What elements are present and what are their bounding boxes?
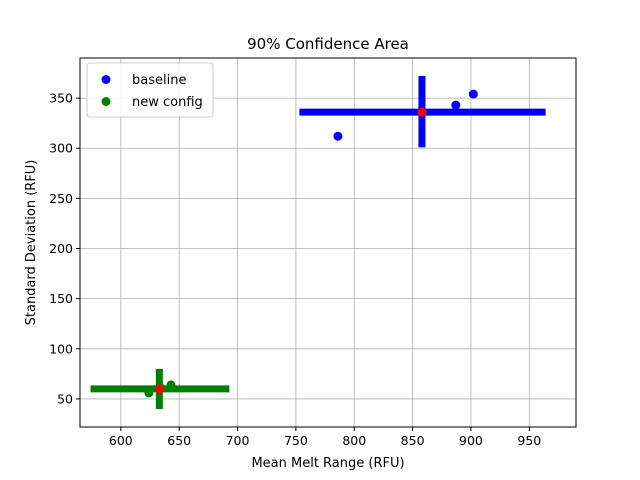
grid — [80, 58, 576, 427]
x-tick-label: 600 — [109, 433, 133, 448]
mean-markers — [154, 107, 427, 394]
y-tick-label: 150 — [49, 291, 73, 306]
baseline-point — [451, 100, 461, 110]
chart-title: 90% Confidence Area — [247, 35, 409, 53]
new-config-mean-marker — [154, 384, 164, 394]
legend: baseline new config — [86, 62, 214, 118]
x-tick-label: 700 — [226, 433, 250, 448]
baseline-point — [468, 89, 478, 99]
x-axis-ticks: 600 650 700 750 800 850 900 950 — [109, 427, 541, 448]
confidence-bars — [90, 76, 546, 409]
y-tick-label: 300 — [49, 141, 73, 156]
x-tick-label: 800 — [342, 433, 366, 448]
x-tick-label: 650 — [167, 433, 191, 448]
x-tick-label: 850 — [401, 433, 425, 448]
x-tick-label: 900 — [459, 433, 483, 448]
y-axis-label: Standard Deviation (RFU) — [24, 160, 39, 326]
x-axis-label: Mean Melt Range (RFU) — [251, 456, 404, 471]
legend-label-baseline: baseline — [132, 73, 186, 88]
legend-marker-baseline — [101, 75, 111, 84]
new-config-point — [144, 388, 154, 398]
baseline-point — [333, 131, 343, 141]
legend-box — [86, 62, 214, 118]
data-points — [144, 89, 478, 398]
y-axis-ticks: 50 100 150 200 250 300 350 — [49, 91, 80, 406]
plot-frame — [79, 57, 577, 428]
baseline-mean-marker — [417, 107, 427, 117]
new-config-point — [166, 380, 176, 390]
x-tick-label: 750 — [284, 433, 308, 448]
y-tick-label: 350 — [49, 91, 73, 106]
y-tick-label: 100 — [49, 341, 73, 356]
legend-marker-new-config — [101, 97, 111, 106]
legend-label-new-config: new config — [132, 95, 203, 110]
y-tick-label: 50 — [57, 391, 73, 406]
y-tick-label: 250 — [49, 191, 73, 206]
x-tick-label: 950 — [517, 433, 541, 448]
y-tick-label: 200 — [49, 241, 73, 256]
